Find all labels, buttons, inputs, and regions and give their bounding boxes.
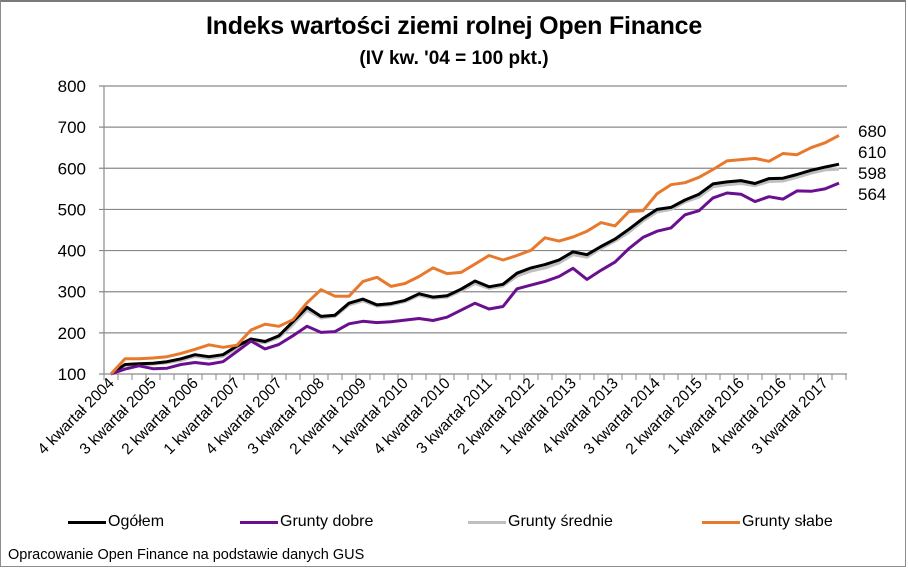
y-tick-label: 300 <box>58 283 86 302</box>
y-tick-label: 500 <box>58 200 86 219</box>
legend-label: Grunty dobre <box>280 513 374 530</box>
source-note: Opracowanie Open Finance na podstawie da… <box>8 547 365 563</box>
end-value-label: 680 <box>858 122 886 141</box>
series-line-grunty-dobre <box>110 181 840 376</box>
legend-label: Grunty słabe <box>742 513 833 530</box>
legend-item-grunty-slabe: Grunty słabe <box>702 513 833 531</box>
legend-item-grunty-srednie: Grunty średnie <box>468 513 613 531</box>
end-value-label: 610 <box>858 143 886 162</box>
chart-title: Indeks wartości ziemi rolnej Open Financ… <box>205 12 703 40</box>
series-line-grunty-słabe <box>109 134 840 376</box>
legend-label: Ogółem <box>108 513 165 530</box>
y-tick-label: 600 <box>58 159 86 178</box>
end-value-label: 564 <box>858 185 886 204</box>
y-tick-label: 200 <box>58 324 86 343</box>
legend-swatch-grunty-dobre <box>240 520 278 524</box>
x-tick-label: 3 kwartał 2017 <box>749 375 832 458</box>
end-value-labels: 680 610 598 564 <box>858 122 886 204</box>
legend-label: Grunty średnie <box>508 513 613 530</box>
legend-swatch-ogolem <box>68 520 106 524</box>
chart-subtitle: (IV kw. '04 = 100 pkt.) <box>359 48 549 69</box>
gridlines <box>99 85 847 375</box>
y-tick-label: 400 <box>58 242 86 261</box>
y-tick-label: 100 <box>58 365 86 384</box>
legend-item-ogolem: Ogółem <box>68 513 164 531</box>
legend-swatch-grunty-srednie <box>468 520 506 524</box>
y-tick-label: 800 <box>58 77 86 96</box>
end-value-label: 598 <box>858 164 886 183</box>
series-line-ogółem <box>110 162 840 376</box>
series-lines <box>109 134 840 376</box>
y-axis: 100 200 300 400 500 600 700 800 <box>58 77 105 384</box>
y-tick-label: 700 <box>58 118 86 137</box>
legend-item-grunty-dobre: Grunty dobre <box>240 513 373 531</box>
legend-swatch-grunty-slabe <box>702 520 740 524</box>
legend: Ogółem Grunty dobre Grunty średnie Grunt… <box>0 513 908 535</box>
series-line-grunty-średnie <box>110 167 840 376</box>
